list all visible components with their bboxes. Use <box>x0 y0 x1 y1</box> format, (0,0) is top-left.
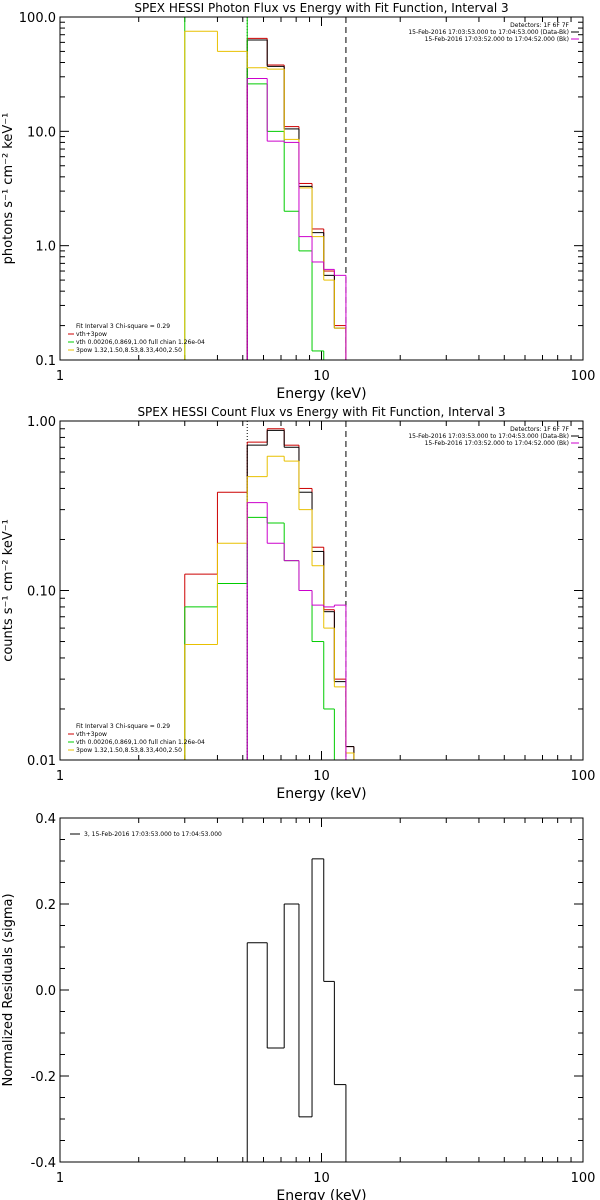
y-tick-label: 0.01 <box>27 754 56 769</box>
plot-frame <box>59 16 584 361</box>
y-tick-label: 100.0 <box>19 11 56 26</box>
y-tick-label: -0.2 <box>31 1070 56 1085</box>
series-3 <box>184 516 335 760</box>
series-2 <box>246 429 355 760</box>
legend-entry: Fit Interval 3 Chi-square = 0.29 <box>76 323 170 330</box>
legend-entry: vth+3pow <box>76 331 107 338</box>
chart-panel-1: SPEX HESSI Photon Flux vs Energy with Fi… <box>1 1 595 402</box>
y-axis: 0.01 0.10 1.00 counts s⁻¹ cm⁻² keV⁻¹ <box>1 415 583 769</box>
legend-top: 3, 15-Feb-2016 17:03:53.000 to 17:04:53.… <box>70 831 222 838</box>
x-tick-label: 1 <box>56 769 64 784</box>
chart-panel-2: SPEX HESSI Count Flux vs Energy with Fit… <box>1 405 596 802</box>
x-tick-label: 100 <box>571 1171 596 1186</box>
series-5 <box>246 502 347 760</box>
legend-entry: 15-Feb-2016 17:03:53.000 to 17:04:53.000… <box>408 29 569 36</box>
chart-title: SPEX HESSI Count Flux vs Energy with Fit… <box>137 405 505 419</box>
y-tick-label: 0.10 <box>27 585 56 600</box>
x-tick-label: 1 <box>56 1171 64 1186</box>
y-axis-label: Normalized Residuals (sigma) <box>1 893 16 1086</box>
x-axis-label: Energy (keV) <box>276 786 366 802</box>
series-5 <box>246 77 347 360</box>
legend-entry: Detectors: 1F 6F 7F <box>510 426 569 433</box>
legend-entry: 3pow 1.32,1.50,8.53,8.33,400,2.50 <box>76 347 182 354</box>
plot-frame <box>59 420 584 761</box>
y-axis-label: counts s⁻¹ cm⁻² keV⁻¹ <box>1 519 16 662</box>
plot-frame <box>59 817 584 1163</box>
series-3 <box>184 17 325 360</box>
x-axis-label: Energy (keV) <box>276 386 366 402</box>
y-axis: 0.1 1.0 10.0 100.0 photons s⁻¹ cm⁻² keV⁻¹ <box>1 11 583 369</box>
y-tick-label: 0.0 <box>35 984 56 999</box>
y-tick-label: 0.4 <box>35 812 56 827</box>
chart-title: SPEX HESSI Photon Flux vs Energy with Fi… <box>134 1 508 15</box>
legend-entry: vth 0.00206,0.869,1.00 full chian 1.26e-… <box>76 339 205 346</box>
x-axis: 1 10 100 Energy (keV) <box>56 17 596 402</box>
legend-entry: 15-Feb-2016 17:03:52.000 to 17:04:52.000… <box>425 440 569 447</box>
legend-entry: 15-Feb-2016 17:03:52.000 to 17:04:52.000… <box>425 36 569 43</box>
legend-left: Fit Interval 3 Chi-square = 0.29vth+3pow… <box>68 323 205 354</box>
y-tick-label: 1.0 <box>35 240 56 255</box>
legend-entry: 3pow 1.32,1.50,8.53,8.33,400,2.50 <box>76 747 182 754</box>
legend-entry: vth 0.00206,0.869,1.00 full chian 1.26e-… <box>76 739 205 746</box>
x-tick-label: 10 <box>313 1171 330 1186</box>
series-1 <box>184 428 355 760</box>
x-tick-label: 100 <box>571 369 596 384</box>
plot-area <box>184 17 347 360</box>
legend-entry: Fit Interval 3 Chi-square = 0.29 <box>76 723 170 730</box>
legend-entry: vth+3pow <box>76 731 107 738</box>
series-4 <box>184 30 347 360</box>
x-tick-label: 1 <box>56 369 64 384</box>
x-tick-label: 10 <box>313 769 330 784</box>
chart-panel-3: 1 10 100 Energy (keV) -0.4 -0.2 0.0 0.2 0.4 Norma… <box>1 812 595 1200</box>
y-tick-label: 1.00 <box>27 415 56 430</box>
series-4 <box>184 455 355 760</box>
plot-area <box>184 421 355 760</box>
x-tick-label: 10 <box>313 369 330 384</box>
x-tick-label: 100 <box>571 769 596 784</box>
legend-left: Fit Interval 3 Chi-square = 0.29vth+3pow… <box>68 723 205 754</box>
x-axis-label: Energy (keV) <box>276 1188 366 1200</box>
y-axis: -0.4 -0.2 0.0 0.2 0.4 Normalized Residuals (s… <box>1 812 583 1171</box>
x-axis: 1 10 100 Energy (keV) <box>56 818 596 1200</box>
legend-entry: 3, 15-Feb-2016 17:03:53.000 to 17:04:53.… <box>84 831 222 838</box>
y-tick-label: 10.0 <box>27 125 56 140</box>
plot-area <box>246 858 347 1162</box>
y-tick-label: 0.1 <box>35 354 56 369</box>
series-1 <box>246 858 347 1162</box>
y-tick-label: 0.2 <box>35 898 56 913</box>
x-axis: 1 10 100 Energy (keV) <box>56 421 596 802</box>
legend-entry: 15-Feb-2016 17:03:53.000 to 17:04:53.000… <box>408 433 569 440</box>
series-1 <box>246 37 347 360</box>
series-2 <box>246 39 347 360</box>
legend-entry: Detectors: 1F 6F 7F <box>510 22 569 29</box>
y-tick-label: -0.4 <box>31 1156 56 1171</box>
y-axis-label: photons s⁻¹ cm⁻² keV⁻¹ <box>1 113 16 265</box>
